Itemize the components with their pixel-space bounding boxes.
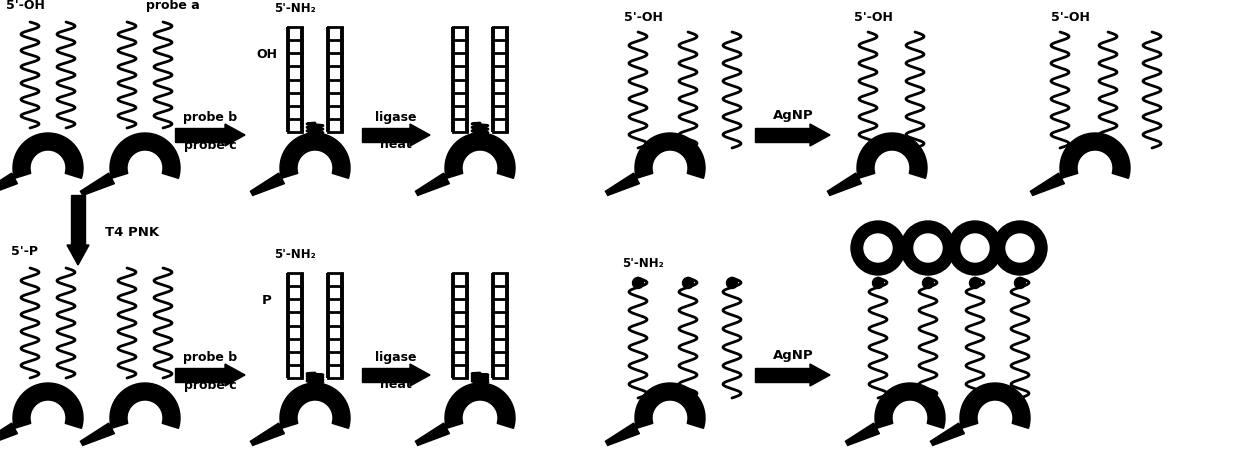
- Text: probe b: probe b: [184, 352, 237, 364]
- Polygon shape: [280, 383, 350, 429]
- Polygon shape: [635, 383, 706, 429]
- Text: heat: heat: [381, 379, 412, 391]
- Polygon shape: [755, 128, 810, 142]
- Text: AgNP: AgNP: [773, 348, 813, 362]
- Circle shape: [632, 278, 644, 288]
- Circle shape: [914, 234, 942, 262]
- Text: 5'-OH: 5'-OH: [1050, 11, 1090, 24]
- Polygon shape: [410, 124, 430, 146]
- Text: heat: heat: [381, 138, 412, 152]
- Polygon shape: [362, 368, 410, 382]
- Text: OH: OH: [257, 49, 278, 61]
- Polygon shape: [71, 195, 86, 245]
- Text: ligase: ligase: [376, 352, 417, 364]
- Polygon shape: [605, 423, 640, 446]
- Text: 5'-P: 5'-P: [11, 245, 38, 258]
- Circle shape: [727, 278, 738, 288]
- Polygon shape: [1030, 173, 1064, 195]
- Polygon shape: [0, 423, 17, 446]
- Text: probe a: probe a: [146, 0, 200, 12]
- Polygon shape: [175, 128, 224, 142]
- Polygon shape: [67, 245, 89, 265]
- Polygon shape: [224, 364, 246, 386]
- Circle shape: [873, 278, 883, 288]
- Polygon shape: [810, 124, 830, 146]
- Polygon shape: [810, 364, 830, 386]
- Circle shape: [949, 221, 1002, 275]
- Text: probe c: probe c: [184, 379, 237, 391]
- Polygon shape: [875, 383, 945, 429]
- Polygon shape: [12, 383, 83, 429]
- Polygon shape: [250, 423, 284, 446]
- Polygon shape: [635, 133, 706, 178]
- Text: 5'-NH₂: 5'-NH₂: [274, 248, 316, 261]
- Polygon shape: [81, 173, 114, 195]
- Text: P: P: [262, 295, 272, 307]
- Polygon shape: [224, 124, 246, 146]
- Text: 5'-NH₂: 5'-NH₂: [622, 257, 663, 270]
- Polygon shape: [250, 173, 284, 195]
- Polygon shape: [110, 383, 180, 429]
- Polygon shape: [12, 133, 83, 178]
- Circle shape: [864, 234, 892, 262]
- Circle shape: [1014, 278, 1025, 288]
- Polygon shape: [175, 368, 224, 382]
- Polygon shape: [827, 173, 862, 195]
- Polygon shape: [445, 383, 515, 429]
- Polygon shape: [930, 423, 965, 446]
- Text: ligase: ligase: [376, 111, 417, 125]
- Text: 5'-NH₂: 5'-NH₂: [274, 2, 316, 15]
- Text: AgNP: AgNP: [773, 109, 813, 121]
- Polygon shape: [960, 383, 1030, 429]
- Polygon shape: [110, 133, 180, 178]
- Circle shape: [851, 221, 905, 275]
- Polygon shape: [415, 423, 449, 446]
- Text: T4 PNK: T4 PNK: [105, 226, 159, 238]
- Text: probe b: probe b: [184, 111, 237, 125]
- Polygon shape: [410, 364, 430, 386]
- Polygon shape: [846, 423, 879, 446]
- Polygon shape: [857, 133, 928, 178]
- Polygon shape: [445, 133, 515, 178]
- Text: 5'-OH: 5'-OH: [624, 11, 662, 24]
- Circle shape: [901, 221, 955, 275]
- Text: 5'-OH: 5'-OH: [5, 0, 45, 12]
- Polygon shape: [755, 368, 810, 382]
- Circle shape: [993, 221, 1047, 275]
- Polygon shape: [81, 423, 114, 446]
- Circle shape: [970, 278, 981, 288]
- Text: 5'-OH: 5'-OH: [853, 11, 893, 24]
- Text: probe c: probe c: [184, 138, 237, 152]
- Circle shape: [923, 278, 934, 288]
- Polygon shape: [280, 133, 350, 178]
- Polygon shape: [415, 173, 449, 195]
- Polygon shape: [0, 173, 17, 195]
- Polygon shape: [605, 173, 640, 195]
- Circle shape: [1006, 234, 1034, 262]
- Polygon shape: [1060, 133, 1130, 178]
- Circle shape: [682, 278, 693, 288]
- Circle shape: [961, 234, 990, 262]
- Polygon shape: [362, 128, 410, 142]
